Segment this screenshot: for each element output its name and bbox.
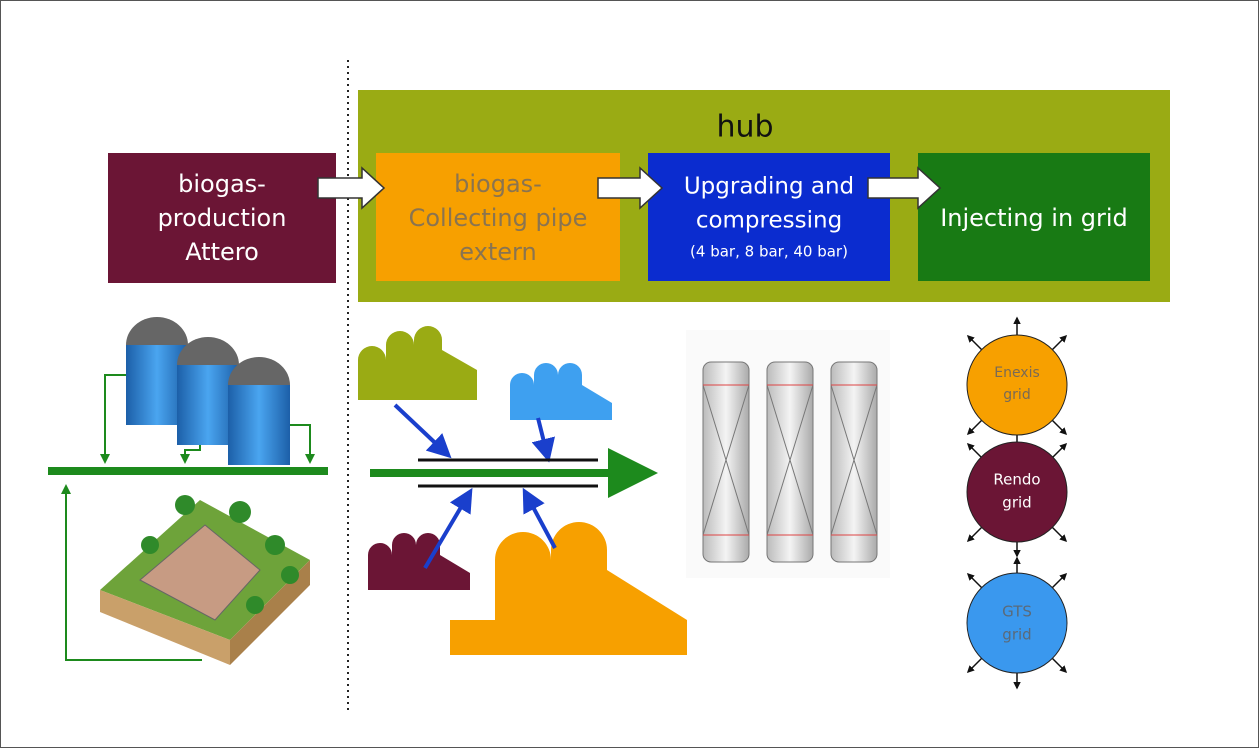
- node-label: biogas-: [454, 170, 542, 198]
- grid-label: grid: [1002, 494, 1031, 512]
- node-label: Collecting pipe: [409, 204, 588, 232]
- node-label: Injecting in grid: [940, 204, 1128, 232]
- grid-circle: [966, 441, 1068, 543]
- node-label: Attero: [185, 238, 259, 266]
- node-box: [108, 153, 336, 283]
- node-box: [648, 153, 890, 281]
- node-label: (4 bar, 8 bar, 40 bar): [690, 243, 848, 261]
- grid-circle: [966, 334, 1068, 436]
- landfill: [100, 495, 310, 665]
- grid-label: Enexis: [994, 365, 1040, 381]
- node-box: [918, 153, 1150, 281]
- node-label: extern: [459, 238, 536, 266]
- grid-label: grid: [1003, 387, 1030, 403]
- node-label: production: [158, 204, 287, 232]
- digesters: [126, 317, 290, 465]
- farms: [358, 326, 687, 655]
- node-label: Upgrading and: [684, 174, 854, 200]
- hub-title: hub: [716, 110, 773, 145]
- feed-arrows: [393, 403, 557, 570]
- grid-label: GTS: [1002, 603, 1032, 621]
- grid-label: Rendo: [993, 471, 1040, 489]
- main-pipe: [48, 467, 328, 475]
- flow-arrows: [317, 166, 942, 210]
- grid-spokes: [966, 316, 1068, 690]
- grid-circle: [966, 572, 1068, 674]
- node-box: [376, 153, 620, 281]
- collecting-pipe: [370, 469, 610, 477]
- pipe-arrow: [608, 448, 658, 498]
- pipes: [61, 374, 315, 661]
- node-label: biogas-: [178, 170, 266, 198]
- node-label: compressing: [696, 208, 842, 234]
- grid-label: grid: [1002, 626, 1031, 644]
- columns: [702, 361, 878, 563]
